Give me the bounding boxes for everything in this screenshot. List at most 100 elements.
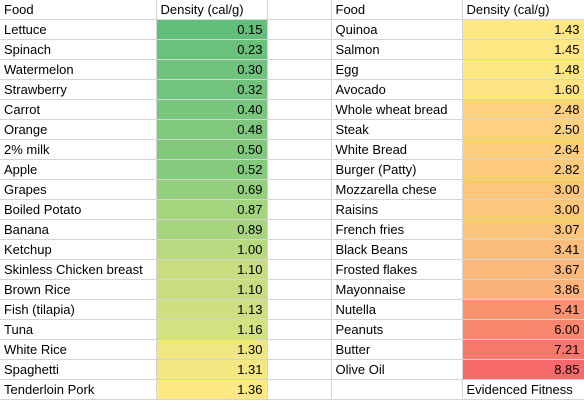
food-cell-right[interactable]: Butter	[331, 339, 463, 360]
food-cell-right[interactable]: White Bread	[331, 139, 463, 160]
density-cell-right[interactable]: 2.48	[462, 99, 584, 120]
density-cell-right[interactable]: 7.21	[462, 339, 584, 360]
food-cell-right[interactable]: Frosted flakes	[331, 259, 463, 280]
density-cell-left[interactable]: 0.52	[156, 159, 268, 180]
food-cell-left[interactable]: Orange	[0, 119, 157, 140]
blank-cell[interactable]	[267, 279, 332, 300]
food-cell-right[interactable]: Mayonnaise	[331, 279, 463, 300]
food-cell-right[interactable]: Black Beans	[331, 239, 463, 260]
density-cell-left[interactable]: 1.10	[156, 279, 268, 300]
density-cell-right[interactable]: 6.00	[462, 319, 584, 340]
header-density-left[interactable]: Density (cal/g)	[156, 0, 268, 20]
food-cell-right[interactable]: Raisins	[331, 199, 463, 220]
food-cell-right[interactable]: Olive Oil	[331, 359, 463, 380]
density-cell-left[interactable]: 1.31	[156, 359, 268, 380]
density-cell-left[interactable]: 0.15	[156, 19, 268, 40]
blank-cell[interactable]	[267, 239, 332, 260]
food-cell-right[interactable]: Nutella	[331, 299, 463, 320]
blank-cell[interactable]	[267, 199, 332, 220]
blank-cell[interactable]	[267, 259, 332, 280]
blank-cell[interactable]	[267, 359, 332, 380]
food-cell-right[interactable]: Avocado	[331, 79, 463, 100]
density-cell-right[interactable]: 3.00	[462, 179, 584, 200]
food-cell-right[interactable]: Steak	[331, 119, 463, 140]
food-cell-left[interactable]: White Rice	[0, 339, 157, 360]
food-cell-left[interactable]: Strawberry	[0, 79, 157, 100]
blank-cell[interactable]	[267, 59, 332, 80]
density-cell-left[interactable]: 0.48	[156, 119, 268, 140]
density-cell-right[interactable]: 3.86	[462, 279, 584, 300]
density-cell-left[interactable]: 0.69	[156, 179, 268, 200]
food-cell-right[interactable]	[331, 379, 463, 400]
density-cell-right[interactable]: 3.41	[462, 239, 584, 260]
density-cell-left[interactable]: 0.89	[156, 219, 268, 240]
food-cell-left[interactable]: Ketchup	[0, 239, 157, 260]
food-cell-right[interactable]: Quinoa	[331, 19, 463, 40]
food-cell-left[interactable]: Apple	[0, 159, 157, 180]
blank-cell[interactable]	[267, 119, 332, 140]
food-cell-left[interactable]: Banana	[0, 219, 157, 240]
density-cell-right[interactable]: 3.67	[462, 259, 584, 280]
blank-cell[interactable]	[267, 0, 332, 20]
food-cell-left[interactable]: Brown Rice	[0, 279, 157, 300]
food-cell-left[interactable]: Watermelon	[0, 59, 157, 80]
blank-cell[interactable]	[267, 219, 332, 240]
food-cell-left[interactable]: Lettuce	[0, 19, 157, 40]
density-cell-right[interactable]: 1.48	[462, 59, 584, 80]
food-cell-right[interactable]: Peanuts	[331, 319, 463, 340]
source-note[interactable]: Evidenced Fitness	[462, 379, 584, 400]
food-cell-right[interactable]: Mozzarella chese	[331, 179, 463, 200]
density-cell-left[interactable]: 0.23	[156, 39, 268, 60]
density-cell-right[interactable]: 2.82	[462, 159, 584, 180]
blank-cell[interactable]	[267, 299, 332, 320]
density-cell-left[interactable]: 0.50	[156, 139, 268, 160]
blank-cell[interactable]	[267, 79, 332, 100]
density-cell-left[interactable]: 1.30	[156, 339, 268, 360]
food-cell-left[interactable]: Tuna	[0, 319, 157, 340]
density-cell-right[interactable]: 5.41	[462, 299, 584, 320]
food-cell-right[interactable]: Burger (Patty)	[331, 159, 463, 180]
blank-cell[interactable]	[267, 379, 332, 400]
food-cell-left[interactable]: 2% milk	[0, 139, 157, 160]
food-cell-left[interactable]: Skinless Chicken breast	[0, 259, 157, 280]
food-cell-left[interactable]: Fish (tilapia)	[0, 299, 157, 320]
food-cell-left[interactable]: Spaghetti	[0, 359, 157, 380]
blank-cell[interactable]	[267, 339, 332, 360]
density-cell-left[interactable]: 0.30	[156, 59, 268, 80]
density-cell-right[interactable]: 1.43	[462, 19, 584, 40]
header-food-left[interactable]: Food	[0, 0, 157, 20]
density-cell-right[interactable]: 2.64	[462, 139, 584, 160]
density-cell-left[interactable]: 0.32	[156, 79, 268, 100]
food-cell-left[interactable]: Grapes	[0, 179, 157, 200]
blank-cell[interactable]	[267, 179, 332, 200]
density-cell-left[interactable]: 1.36	[156, 379, 268, 400]
food-cell-left[interactable]: Boiled Potato	[0, 199, 157, 220]
density-cell-left[interactable]: 1.16	[156, 319, 268, 340]
density-cell-right[interactable]: 1.45	[462, 39, 584, 60]
blank-cell[interactable]	[267, 19, 332, 40]
density-cell-left[interactable]: 0.40	[156, 99, 268, 120]
density-cell-right[interactable]: 1.60	[462, 79, 584, 100]
food-cell-left[interactable]: Spinach	[0, 39, 157, 60]
density-cell-right[interactable]: 3.07	[462, 219, 584, 240]
blank-cell[interactable]	[267, 39, 332, 60]
density-cell-right[interactable]: 2.50	[462, 119, 584, 140]
food-cell-right[interactable]: Egg	[331, 59, 463, 80]
density-cell-left[interactable]: 1.13	[156, 299, 268, 320]
density-cell-right[interactable]: 3.00	[462, 199, 584, 220]
density-cell-left[interactable]: 1.00	[156, 239, 268, 260]
blank-cell[interactable]	[267, 99, 332, 120]
density-cell-left[interactable]: 1.10	[156, 259, 268, 280]
header-food-right[interactable]: Food	[331, 0, 463, 20]
blank-cell[interactable]	[267, 159, 332, 180]
density-cell-right[interactable]: 8.85	[462, 359, 584, 380]
food-cell-right[interactable]: Salmon	[331, 39, 463, 60]
blank-cell[interactable]	[267, 139, 332, 160]
food-cell-left[interactable]: Carrot	[0, 99, 157, 120]
food-cell-right[interactable]: Whole wheat bread	[331, 99, 463, 120]
food-cell-left[interactable]: Tenderloin Pork	[0, 379, 157, 400]
blank-cell[interactable]	[267, 319, 332, 340]
header-density-right[interactable]: Density (cal/g)	[462, 0, 584, 20]
food-cell-right[interactable]: French fries	[331, 219, 463, 240]
density-cell-left[interactable]: 0.87	[156, 199, 268, 220]
